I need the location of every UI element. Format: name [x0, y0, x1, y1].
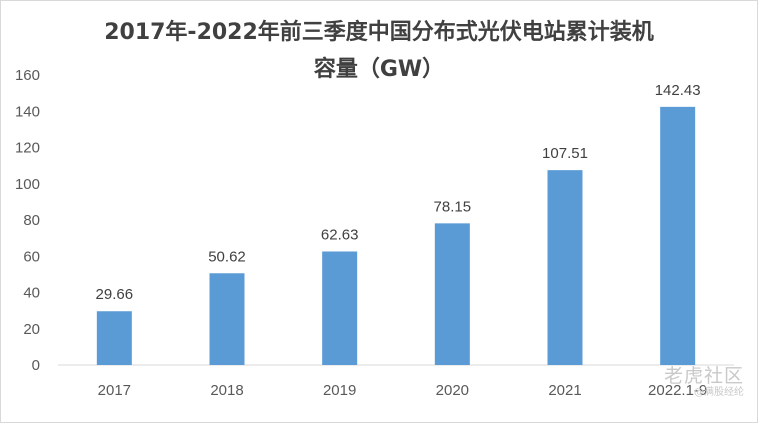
chart-title: 2017年-2022年前三季度中国分布式光伏电站累计装机 容量（GW） — [0, 14, 758, 88]
data-label: 50.62 — [208, 248, 246, 265]
data-label: 142.43 — [655, 82, 701, 99]
y-tick-label: 80 — [23, 212, 40, 229]
y-tick-label: 60 — [23, 248, 40, 265]
y-tick-label: 160 — [15, 67, 40, 84]
x-tick-label: 2019 — [323, 382, 356, 399]
x-tick-label: 2017 — [98, 382, 131, 399]
x-tick-label: 2021 — [548, 382, 581, 399]
watermark-main: 老虎社区 — [663, 365, 744, 387]
y-tick-label: 100 — [15, 176, 40, 193]
x-tick-label: 2022.1-9 — [648, 382, 707, 399]
data-label: 29.66 — [96, 286, 134, 303]
bar — [209, 273, 245, 365]
y-tick-label: 120 — [15, 140, 40, 157]
watermark-sub: @满股经纶 — [694, 386, 744, 398]
bar — [660, 106, 696, 365]
bar — [547, 170, 583, 365]
y-tick-label: 40 — [23, 285, 40, 302]
data-label: 62.63 — [321, 226, 359, 243]
y-tick-label: 140 — [15, 103, 40, 120]
y-tick-label: 0 — [32, 357, 40, 374]
x-tick-label: 2018 — [210, 382, 243, 399]
watermark: 老虎社区 @满股经纶 — [664, 366, 744, 398]
data-label: 107.51 — [542, 145, 588, 162]
y-tick-label: 20 — [23, 321, 40, 338]
bar — [322, 251, 358, 365]
chart-title-line-1: 2017年-2022年前三季度中国分布式光伏电站累计装机 — [104, 20, 654, 45]
data-label: 78.15 — [434, 198, 472, 215]
bar — [96, 311, 132, 365]
x-tick-label: 2020 — [436, 382, 469, 399]
bar — [434, 223, 470, 365]
chart-title-line-2: 容量（GW） — [313, 57, 445, 82]
